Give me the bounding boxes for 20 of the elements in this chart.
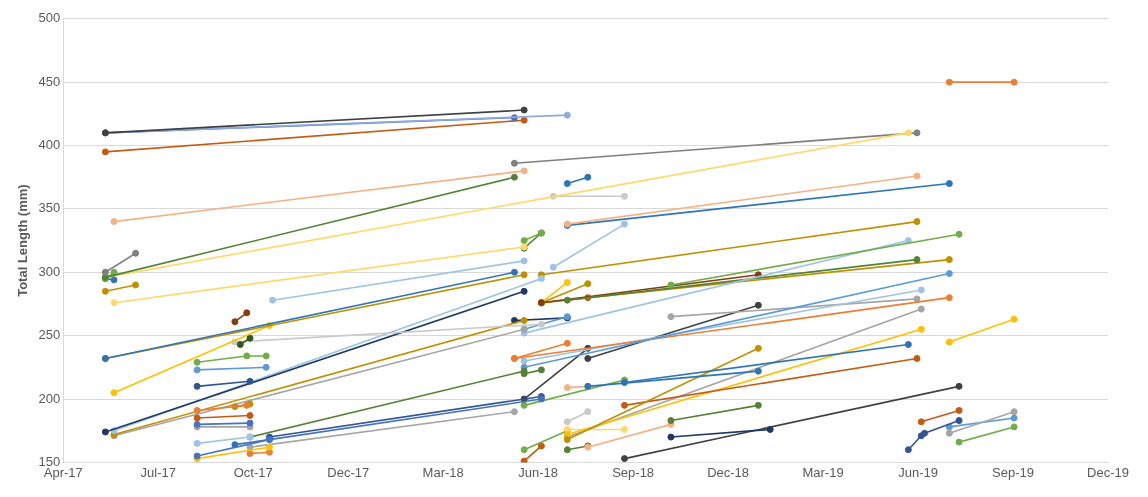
y-tick-label: 300: [38, 263, 61, 279]
x-tick-label: Dec-18: [707, 464, 750, 480]
x-tick-label: Jun-18: [518, 464, 559, 480]
x-tick-label: Oct-17: [233, 464, 273, 480]
x-tick-label: Jul-17: [140, 464, 176, 480]
y-tick-label: 150: [38, 453, 61, 469]
y-tick-label: 400: [38, 137, 61, 153]
y-tick-label: 350: [38, 200, 61, 216]
x-tick-label: Dec-17: [327, 464, 370, 480]
y-tick-label: 450: [38, 73, 61, 89]
y-axis-title: Total Length (mm): [15, 184, 31, 297]
y-tick-label: 250: [38, 327, 61, 343]
x-tick-label: Sep-19: [992, 464, 1034, 480]
x-tick-label: Mar-18: [422, 464, 464, 480]
y-tick-label: 200: [38, 390, 61, 406]
x-tick-label: Mar-19: [802, 464, 844, 480]
x-tick-label: Dec-19: [1087, 464, 1129, 480]
x-tick-label: Sep-18: [612, 464, 655, 480]
x-tick-label: Jun-19: [898, 464, 938, 480]
y-tick-label: 500: [38, 10, 61, 26]
